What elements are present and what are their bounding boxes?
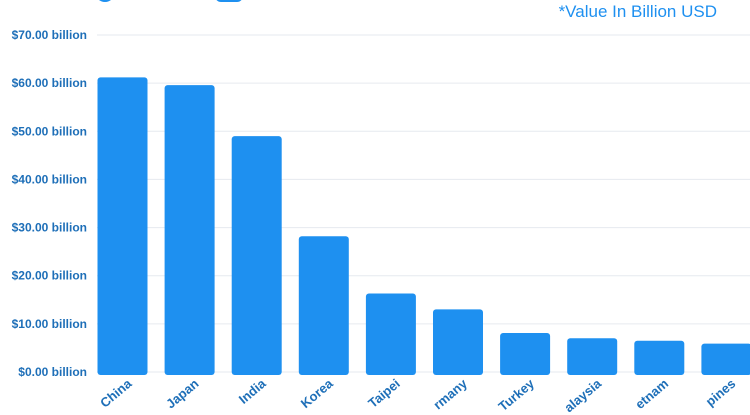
x-tick-label: Taipei: [365, 376, 403, 411]
bars: [97, 77, 750, 375]
x-tick-label: India: [236, 375, 269, 406]
y-tick-label: $60.00 billion: [12, 76, 87, 90]
y-tick-label: $40.00 billion: [12, 172, 87, 186]
y-tick-label: $70.00 billion: [12, 28, 87, 42]
x-tick-label: Turkey: [495, 375, 537, 414]
bar: [500, 333, 551, 375]
x-tick-label: China: [97, 375, 135, 410]
x-axis-labels: China Japan India Korea Taipei rmany Turkey ala…: [97, 375, 738, 415]
x-tick-label: pines: [703, 376, 739, 409]
value-unit-note: *Value In Billion USD: [558, 2, 717, 21]
bar: [634, 340, 685, 375]
y-tick-label: $10.00 billion: [12, 317, 87, 331]
x-tick-label: Japan: [163, 376, 201, 412]
bar: [298, 236, 349, 375]
title-glyph-fragment: [95, 0, 115, 2]
bar: [433, 309, 483, 375]
x-tick-label: Korea: [298, 375, 336, 411]
chart-title-fragment: [95, 0, 245, 3]
y-tick-label: $0.00 billion: [18, 365, 87, 379]
bar: [164, 85, 215, 375]
x-tick-label: alaysia: [561, 375, 604, 415]
bar: [97, 77, 148, 375]
bar: [365, 293, 416, 375]
x-tick-label: rmany: [430, 375, 470, 412]
bar: [701, 343, 750, 375]
x-tick-label: etnam: [632, 376, 671, 412]
y-tick-label: $20.00 billion: [12, 269, 87, 283]
y-tick-label: $30.00 billion: [12, 221, 87, 235]
title-glyph-fragment: [215, 0, 243, 2]
bar: [231, 136, 282, 375]
y-tick-label: $50.00 billion: [12, 124, 87, 138]
bar: [567, 338, 618, 375]
y-axis-ticks: $0.00 billion $10.00 billion $20.00 billio…: [12, 28, 87, 379]
